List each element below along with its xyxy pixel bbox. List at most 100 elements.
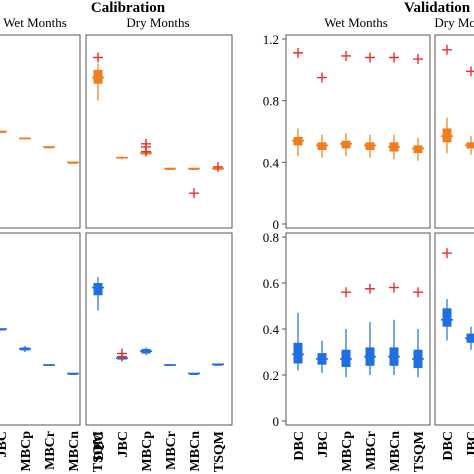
x-tick-label: JBC — [116, 431, 131, 457]
x-tick-label: JBC — [465, 431, 474, 457]
box-MBCr — [164, 364, 176, 366]
panel-calibration-wet-bottom: JBC MBCp MBCr MBCn TSQM — [0, 232, 106, 472]
panel-calibration-wet-top: Wet Months — [0, 15, 103, 229]
outlier-mark — [442, 248, 452, 259]
box-JBC — [316, 72, 328, 158]
panel-calibration-dry-bottom: DBC JBC MBCp MBCr MBCn TSQM — [85, 232, 233, 472]
box-MBCp — [340, 50, 352, 157]
x-tick-label: TSQM — [412, 431, 427, 472]
panel-frame — [434, 34, 474, 229]
y-tick-label: 0 — [273, 414, 280, 429]
box-MBCn — [388, 282, 400, 375]
box-MBCr — [43, 364, 55, 366]
panel-body — [292, 282, 424, 378]
panel-frame — [85, 232, 233, 426]
panel-body — [92, 52, 224, 199]
outlier-mark — [389, 282, 399, 293]
outlier-mark — [93, 52, 103, 63]
validation-title: Validation — [404, 0, 471, 16]
box-JBC — [465, 326, 474, 350]
panel-frame — [85, 34, 233, 229]
box-JBC — [0, 328, 7, 331]
x-tick-label: TSQM — [91, 431, 106, 472]
x-tick-label: MBCr — [364, 431, 379, 470]
outlier-mark — [341, 50, 351, 61]
box-DBC — [441, 44, 453, 154]
box-JBC — [116, 156, 128, 160]
panel-calibration-dry-top: Dry Months — [85, 15, 233, 229]
x-tick-label: MBCn — [67, 431, 82, 472]
y-tick-label: 0.4 — [263, 322, 280, 337]
x-tick-label: TSQM — [212, 431, 227, 472]
x-tick-label: DBC — [441, 431, 456, 461]
x-tick-label: MBCn — [388, 431, 403, 472]
x-tick-label: JBC — [316, 431, 331, 457]
box-JBC — [116, 348, 128, 362]
box-MBCn — [67, 372, 79, 375]
box-TSQM — [212, 161, 224, 172]
x-tick-label: DBC — [292, 431, 307, 461]
box-MBCr — [164, 167, 176, 170]
x-tick-label: MBCr — [164, 431, 179, 470]
box-body — [93, 145, 102, 147]
outlier-mark — [365, 52, 375, 63]
box-TSQM — [412, 287, 424, 378]
y-tick-label: 0.8 — [263, 94, 279, 109]
panel-validation-wet-bottom: 0 0.2 0.4 0.6 0.8 DBC JBC MBCp MBCr MBCn TSQM — [263, 230, 431, 472]
outlier-mark — [413, 287, 423, 298]
outlier-mark — [213, 161, 223, 172]
box-JBC — [0, 130, 7, 133]
outlier-mark — [317, 72, 327, 83]
panel-validation-wet-top: Wet Months 0 0.4 0.8 1.2 — [263, 15, 431, 232]
panel-body — [92, 276, 224, 375]
panel-body — [441, 248, 474, 350]
y-tick-label: 0.6 — [263, 276, 280, 291]
x-tick-label: DBC — [92, 431, 107, 461]
x-tick-label: MBCp — [340, 431, 355, 472]
panel-title: Wet Months — [324, 15, 388, 30]
box-DBC — [441, 248, 453, 341]
outlier-mark — [365, 283, 375, 294]
box-MBCr — [364, 52, 376, 158]
x-tick-label: JBC — [0, 431, 10, 457]
panel-frame — [0, 232, 81, 426]
box-DBC — [292, 312, 304, 371]
panel-body — [292, 47, 424, 161]
box-body — [442, 308, 452, 327]
box-JBC — [465, 66, 474, 155]
box-MBCp — [140, 138, 152, 157]
panel-validation-dry-bottom: DBC JBC — [434, 232, 474, 461]
box-MBCp — [340, 287, 352, 378]
box-MBCn — [188, 167, 200, 199]
outlier-mark — [189, 188, 199, 199]
outlier-mark — [341, 287, 351, 298]
outlier-mark — [466, 66, 474, 77]
box-TSQM — [212, 363, 224, 366]
outlier-mark — [141, 146, 151, 157]
box-DBC — [92, 276, 104, 311]
calibration-title: Calibration — [91, 0, 166, 16]
panel-body — [0, 328, 102, 375]
box-TSQM — [91, 145, 103, 147]
box-MBCp — [140, 347, 152, 356]
outlier-mark — [389, 52, 399, 63]
box-MBCn — [388, 52, 400, 160]
y-tick-label: 0 — [273, 217, 280, 232]
panel-title: Wet Months — [3, 15, 67, 30]
x-tick-label: MBCn — [188, 431, 203, 472]
x-tick-label: MBCp — [140, 431, 155, 472]
y-tick-label: 0.4 — [263, 155, 280, 170]
outlier-mark — [293, 47, 303, 58]
x-tick-label: MBCr — [43, 431, 58, 470]
panel-frame — [434, 232, 474, 426]
outlier-mark — [442, 44, 452, 55]
panel-body — [441, 44, 474, 155]
box-body — [93, 283, 103, 296]
y-tick-label: 0.8 — [263, 230, 279, 245]
box-body — [93, 364, 102, 366]
panel-title: Dry Months — [126, 15, 189, 30]
box-MBCn — [188, 372, 200, 375]
panel-frame — [0, 34, 81, 229]
